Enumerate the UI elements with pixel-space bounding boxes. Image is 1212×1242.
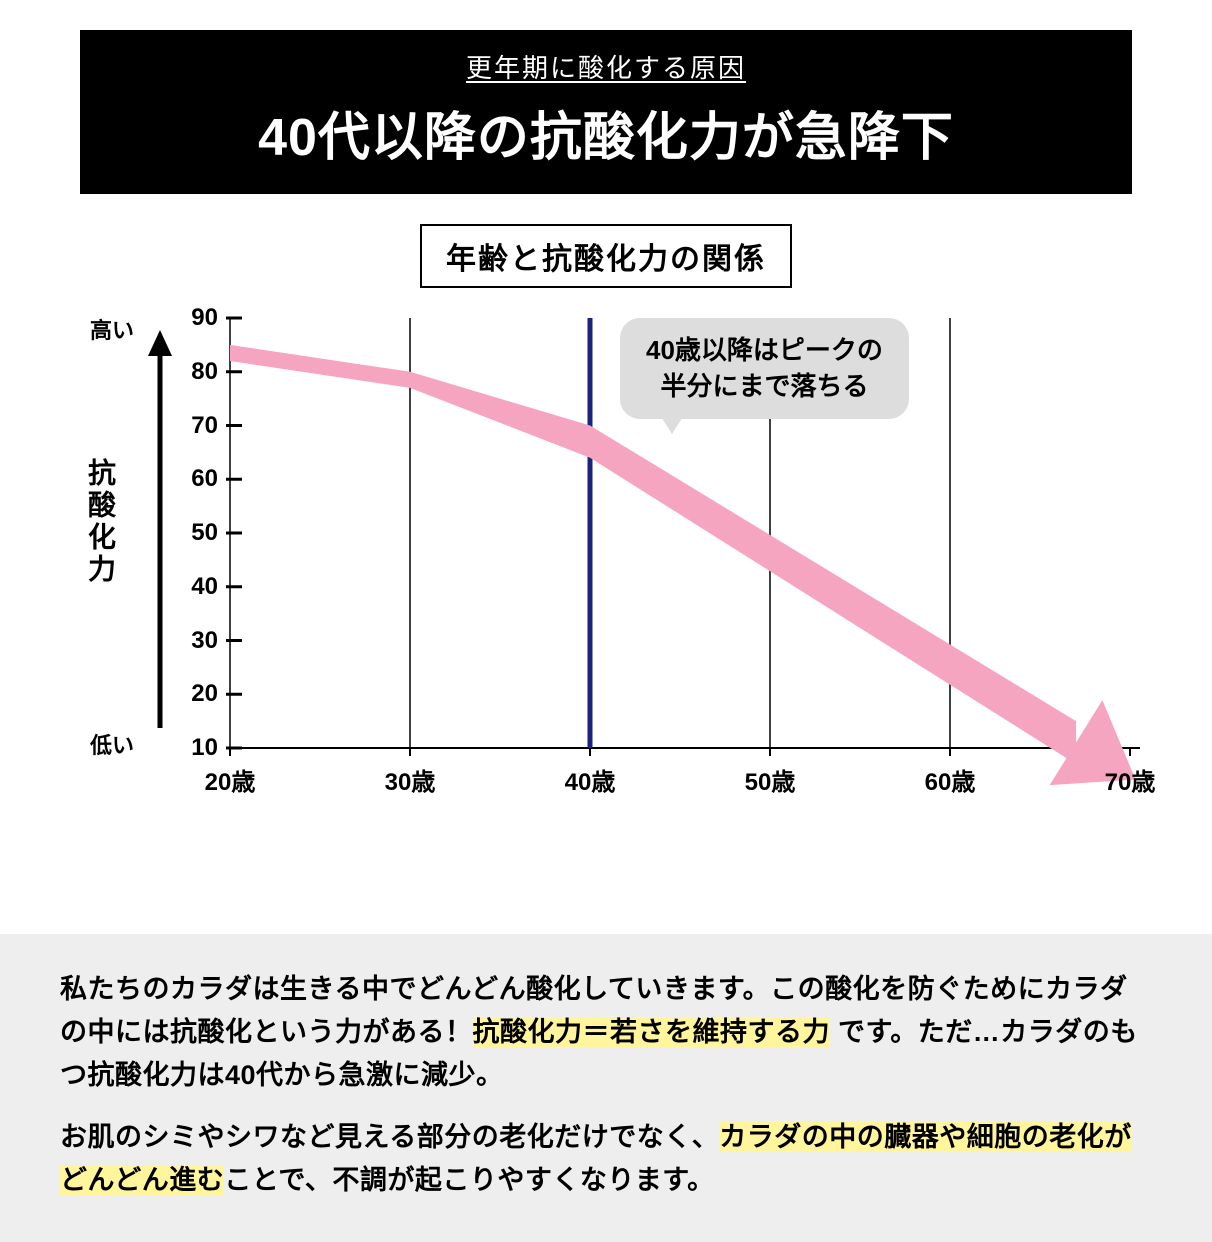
x-tick-label: 60歳 xyxy=(910,762,990,797)
chart-svg xyxy=(60,308,1152,818)
chart-callout: 40歳以降はピークの 半分にまで落ちる xyxy=(620,318,909,419)
callout-tail-icon xyxy=(658,412,686,434)
x-tick-label: 70歳 xyxy=(1090,762,1170,797)
header-banner: 更年期に酸化する原因 40代以降の抗酸化力が急降下 xyxy=(80,30,1132,194)
chart-title: 年齢と抗酸化力の関係 xyxy=(420,224,792,288)
x-tick-label: 30歳 xyxy=(370,762,450,797)
y-tick-label: 90 xyxy=(178,304,218,332)
body-p2b: ことで、不調が起こりやすくなります。 xyxy=(224,1165,714,1195)
body-p1: 私たちのカラダは生きる中でどんどん酸化していきます。この酸化を防ぐためにカラダの… xyxy=(60,968,1152,1098)
body-text: 私たちのカラダは生きる中でどんどん酸化していきます。この酸化を防ぐためにカラダの… xyxy=(0,934,1212,1242)
header-subtitle: 更年期に酸化する原因 xyxy=(100,48,1112,85)
x-tick-label: 50歳 xyxy=(730,762,810,797)
y-tick-label: 80 xyxy=(178,358,218,386)
y-tick-label: 30 xyxy=(178,627,218,655)
y-tick-label: 10 xyxy=(178,734,218,762)
y-tick-label: 70 xyxy=(178,412,218,440)
chart-area: 高い 低い 抗酸化力 908070605040302010 20歳30歳40歳5… xyxy=(60,308,1152,818)
body-p2a: お肌のシミやシワなど見える部分の老化だけでなく、 xyxy=(60,1122,719,1152)
chart-title-wrap: 年齢と抗酸化力の関係 xyxy=(0,224,1212,288)
body-p2: お肌のシミやシワなど見える部分の老化だけでなく、カラダの中の臓器や細胞の老化がど… xyxy=(60,1116,1152,1202)
y-tick-label: 60 xyxy=(178,465,218,493)
callout-line1: 40歳以降はピークの xyxy=(646,332,883,368)
y-tick-label: 40 xyxy=(178,573,218,601)
header-title: 40代以降の抗酸化力が急降下 xyxy=(100,95,1112,170)
y-axis-name: 抗酸化力 xyxy=(80,458,120,586)
y-label-high: 高い xyxy=(90,313,134,345)
callout-line2: 半分にまで落ちる xyxy=(646,368,883,404)
x-tick-label: 20歳 xyxy=(190,762,270,797)
y-tick-label: 20 xyxy=(178,680,218,708)
x-tick-label: 40歳 xyxy=(550,762,630,797)
y-label-low: 低い xyxy=(90,728,134,760)
body-p1-highlight: 抗酸化力＝若さを維持する力 xyxy=(473,1017,831,1047)
y-tick-label: 50 xyxy=(178,519,218,547)
